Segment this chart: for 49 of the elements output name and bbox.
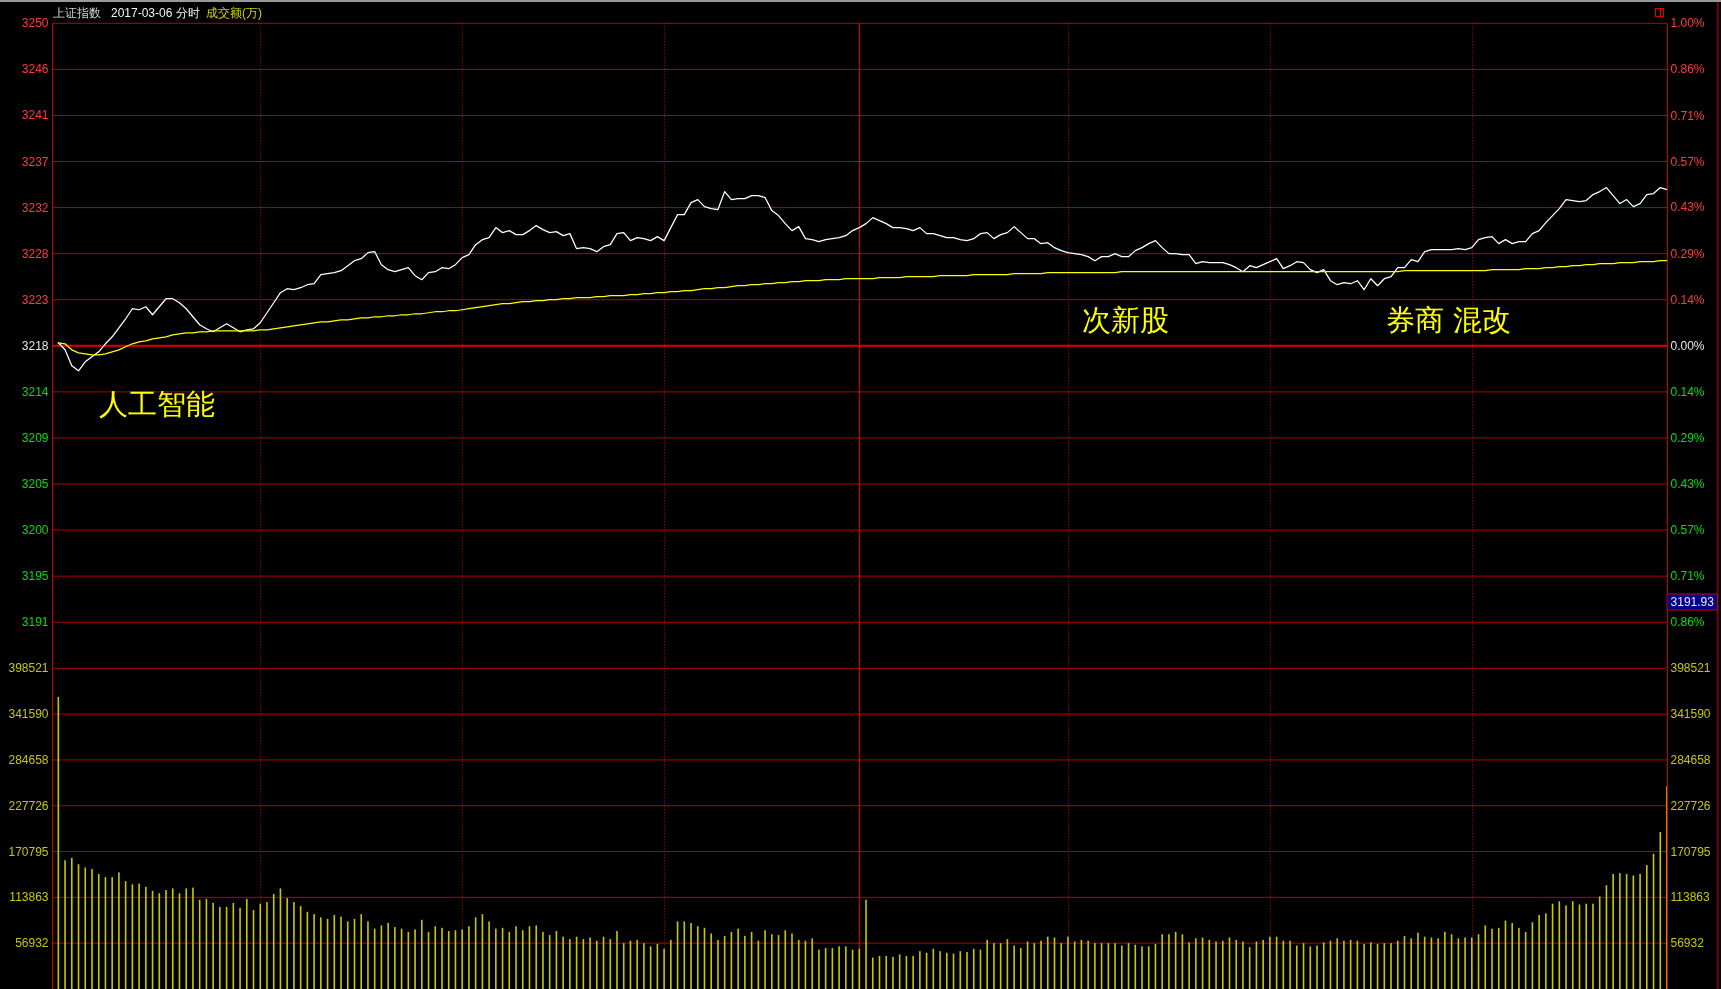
y-tick-label: 3241: [21, 108, 49, 123]
annotation: 人工智能: [99, 387, 215, 421]
y-tick-label: 341590: [8, 707, 49, 722]
y2-tick-label: 284658: [1670, 752, 1711, 767]
y2-tick-label: 0.57%: [1670, 154, 1705, 169]
y2-tick-label: 0.86%: [1670, 615, 1705, 630]
y-tick-label: 3205: [21, 477, 49, 492]
y2-tick-label: 0.14%: [1670, 292, 1705, 307]
y-tick-label: 398521: [8, 661, 49, 676]
y2-tick-label: 113863: [1670, 890, 1710, 905]
y-tick-label: 170795: [8, 844, 49, 859]
y-tick-label: 3232: [21, 200, 49, 215]
chart-title: 上证指数: [53, 6, 101, 20]
y-tick-label: 3191: [21, 615, 49, 630]
y-tick-label: 3237: [21, 154, 49, 169]
y-tick-label: 227726: [8, 798, 49, 813]
y2-tick-label: 0.14%: [1670, 384, 1705, 399]
y-tick-label: 3214: [21, 384, 49, 399]
y2-tick-label: 0.29%: [1670, 431, 1705, 446]
y-tick-label: 284658: [8, 752, 49, 767]
y-tick-label: 3209: [21, 430, 49, 445]
y2-tick-label: 398521: [1670, 661, 1711, 676]
y2-tick-label: 0.00%: [1670, 338, 1705, 353]
price-tag: 3191.93: [1666, 593, 1718, 611]
y2-tick-label: 341590: [1670, 707, 1711, 722]
chart-subtitle: 2017-03-06 分时: [111, 6, 200, 20]
text: 成交额(万): [206, 6, 262, 20]
y2-tick-label: 0.71%: [1670, 108, 1705, 123]
y-tick-label: 3228: [21, 246, 49, 261]
y2-tick-label: 56932: [1670, 936, 1705, 951]
y2-tick-label: 0.71%: [1670, 569, 1705, 584]
y-tick-label: 3223: [21, 292, 49, 307]
y2-tick-label: 0.57%: [1670, 522, 1705, 537]
y-tick-label: 3246: [21, 62, 49, 77]
y-tick-label: 3218: [21, 338, 49, 353]
y2-tick-label: 0.43%: [1670, 477, 1705, 492]
y2-tick-label: 1.00%: [1670, 16, 1705, 31]
y-tick-label: 56932: [15, 936, 49, 951]
y2-tick-label: 0.86%: [1670, 62, 1705, 77]
y-tick-label: 3250: [21, 16, 49, 31]
y2-tick-label: 170795: [1670, 844, 1711, 859]
y2-tick-label: 227726: [1670, 798, 1711, 813]
y-tick-label: 3200: [21, 523, 49, 538]
y2-tick-label: 0.29%: [1670, 246, 1705, 261]
y2-tick-label: 0.43%: [1670, 200, 1705, 215]
annotation: 券商 混改: [1386, 303, 1512, 337]
y-tick-label: 3195: [21, 569, 49, 584]
annotation: 次新股: [1082, 303, 1169, 337]
y-tick-label: 113863: [9, 890, 49, 905]
